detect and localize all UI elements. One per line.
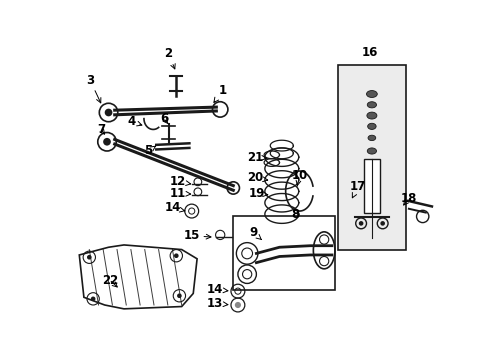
Bar [233,216,334,289]
Ellipse shape [366,91,377,98]
Text: 20: 20 [246,171,267,184]
Text: 4: 4 [127,115,142,128]
Text: 17: 17 [349,180,366,198]
Text: 7: 7 [97,123,105,136]
Text: 10: 10 [291,169,307,186]
Bar [337,65,405,249]
Ellipse shape [366,148,376,154]
Circle shape [234,302,241,308]
Circle shape [358,221,363,226]
Text: 16: 16 [362,46,378,59]
Text: 5: 5 [144,144,155,157]
Text: 14: 14 [164,202,184,215]
Circle shape [380,221,384,226]
Text: 9: 9 [249,226,261,239]
Ellipse shape [367,123,375,130]
Text: 3: 3 [86,74,101,103]
Circle shape [103,138,111,145]
Text: 2: 2 [164,48,175,69]
Text: 13: 13 [206,297,227,310]
Circle shape [91,297,95,301]
Text: 18: 18 [400,192,416,205]
Circle shape [174,253,178,258]
Text: 12: 12 [169,175,190,188]
Ellipse shape [366,112,376,119]
Bar [364,159,379,213]
Text: 21: 21 [246,150,266,164]
Text: 11: 11 [169,187,190,200]
Text: 6: 6 [160,112,168,125]
Circle shape [104,109,112,116]
Text: 1: 1 [213,85,226,102]
Text: 8: 8 [290,208,298,221]
Text: 22: 22 [102,274,118,287]
Polygon shape [79,245,197,309]
Text: 19: 19 [248,187,267,200]
Text: 14: 14 [206,283,227,296]
Ellipse shape [367,135,375,141]
Ellipse shape [366,102,376,108]
Circle shape [177,293,182,298]
Circle shape [87,255,91,260]
Text: 15: 15 [183,229,210,242]
